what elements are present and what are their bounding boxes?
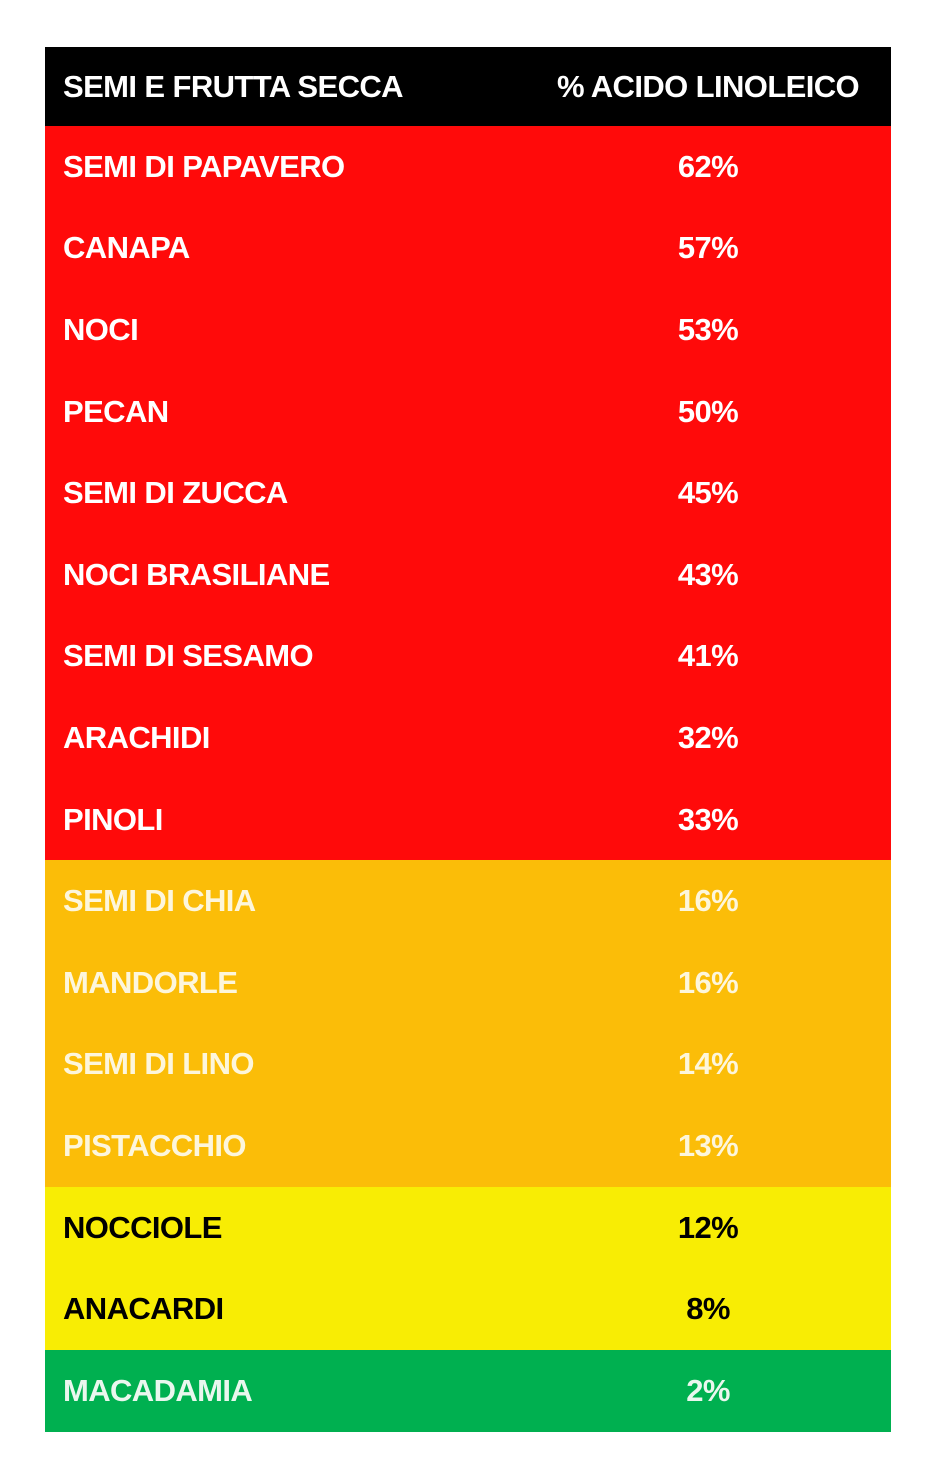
item-percent: 32% bbox=[677, 719, 739, 755]
item-percent: 50% bbox=[677, 393, 739, 429]
item-name: SEMI DI LINO bbox=[63, 1046, 254, 1082]
item-name: NOCI BRASILIANE bbox=[63, 556, 330, 592]
table-row: NOCI BRASILIANE 43% bbox=[45, 533, 891, 616]
item-percent: 12% bbox=[677, 1209, 739, 1245]
item-name: CANAPA bbox=[63, 230, 190, 266]
table-row: SEMI DI PAPAVERO 62% bbox=[45, 126, 891, 208]
header-row: SEMI E FRUTTA SECCA % ACIDO LINOLEICO bbox=[45, 47, 891, 126]
item-percent: 57% bbox=[677, 230, 739, 266]
table-row: SEMI DI ZUCCA 45% bbox=[45, 452, 891, 534]
item-name: PISTACCHIO bbox=[63, 1127, 246, 1163]
table-row: MANDORLE 16% bbox=[45, 941, 891, 1024]
item-name: MANDORLE bbox=[63, 964, 238, 1000]
item-percent: 16% bbox=[677, 883, 739, 919]
item-name: SEMI DI ZUCCA bbox=[63, 475, 288, 511]
item-percent: 2% bbox=[686, 1372, 730, 1408]
item-percent: 33% bbox=[677, 801, 739, 837]
item-name: PINOLI bbox=[63, 801, 163, 837]
item-name: SEMI DI CHIA bbox=[63, 883, 256, 919]
item-percent: 45% bbox=[677, 475, 739, 511]
table-row: SEMI DI LINO 14% bbox=[45, 1023, 891, 1106]
item-name: SEMI DI PAPAVERO bbox=[63, 148, 345, 184]
table-row: PISTACCHIO 13% bbox=[45, 1105, 891, 1187]
table-row: NOCCIOLE 12% bbox=[45, 1186, 891, 1269]
item-name: NOCCIOLE bbox=[63, 1209, 222, 1245]
table-row: ARACHIDI 32% bbox=[45, 697, 891, 779]
item-percent: 43% bbox=[677, 556, 739, 592]
table-row: SEMI DI SESAMO 41% bbox=[45, 615, 891, 698]
item-percent: 13% bbox=[677, 1127, 739, 1163]
table-row: PECAN 50% bbox=[45, 370, 891, 453]
table-row: PINOLI 33% bbox=[45, 778, 891, 861]
item-percent: 16% bbox=[677, 964, 739, 1000]
item-name: ANACARDI bbox=[63, 1291, 224, 1327]
header-cell: % ACIDO LINOLEICO bbox=[556, 68, 860, 104]
header-cell: SEMI E FRUTTA SECCA bbox=[63, 68, 404, 104]
item-percent: 62% bbox=[677, 148, 739, 184]
item-name: MACADAMIA bbox=[63, 1372, 253, 1408]
table-row: CANAPA 57% bbox=[45, 207, 891, 290]
item-percent: 41% bbox=[677, 638, 739, 674]
table-row: MACADAMIA 2% bbox=[45, 1349, 891, 1432]
item-percent: 53% bbox=[677, 311, 739, 347]
table-row: NOCI 53% bbox=[45, 289, 891, 371]
item-name: SEMI DI SESAMO bbox=[63, 638, 314, 674]
item-name: ARACHIDI bbox=[63, 719, 210, 755]
table-row: ANACARDI 8% bbox=[45, 1268, 891, 1350]
item-name: NOCI bbox=[63, 311, 139, 347]
item-percent: 14% bbox=[677, 1046, 739, 1082]
table-row: SEMI DI CHIA 16% bbox=[45, 860, 891, 942]
item-name: PECAN bbox=[63, 393, 169, 429]
table: SEMI E FRUTTA SECCA % ACIDO LINOLEICO SE… bbox=[45, 47, 891, 1432]
item-percent: 8% bbox=[686, 1291, 730, 1327]
